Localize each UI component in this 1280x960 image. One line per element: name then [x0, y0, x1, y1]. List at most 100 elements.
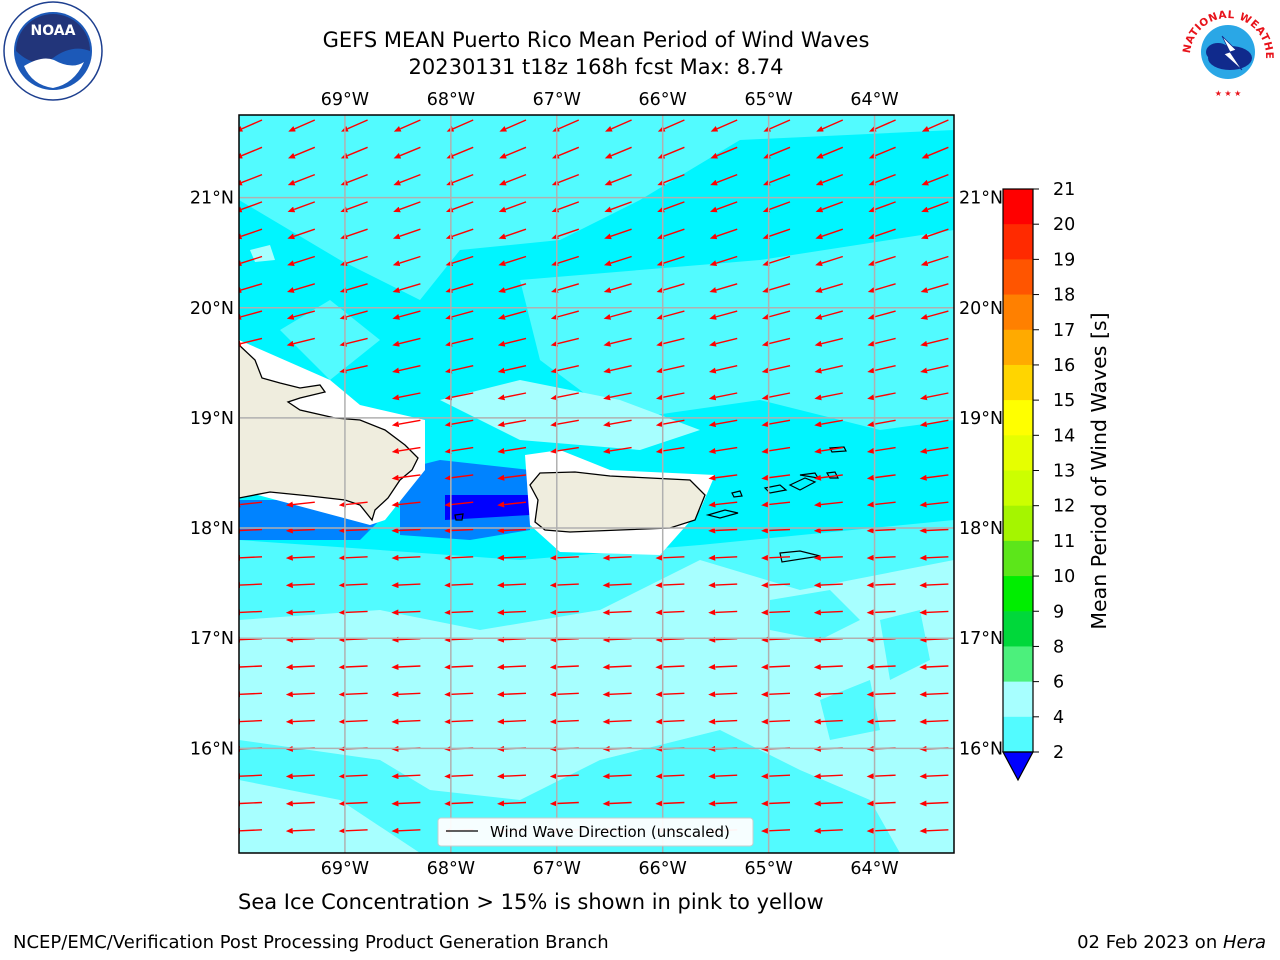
wind-arrow-117 [497, 337, 527, 347]
wind-arrow-241 [866, 609, 896, 616]
wind-arrow-217 [338, 582, 368, 589]
wind-arrow-79 [709, 255, 738, 267]
wind-arrow-109 [814, 310, 843, 320]
wind-arrow-160 [391, 446, 421, 454]
wind-arrow-336 [708, 800, 738, 807]
wind-arrow-137 [920, 365, 949, 374]
wind-arrow-239 [761, 609, 791, 616]
wind-arrow-313 [239, 773, 263, 780]
wind-arrow-208 [602, 554, 632, 561]
wind-arrow-149 [391, 419, 421, 428]
colorbar-segment-3 [1003, 294, 1033, 331]
land-hispaniola [239, 344, 419, 522]
wind-arrow-285 [239, 718, 263, 725]
wind-arrow-218 [391, 582, 421, 589]
wind-arrow-328 [285, 800, 315, 807]
wind-arrow-228 [919, 582, 949, 589]
wind-arrow-165 [655, 446, 685, 454]
wind-arrow-93 [709, 283, 738, 293]
wind-arrow-296 [813, 718, 843, 725]
wind-arrow-147 [867, 392, 896, 401]
wind-arrow-57 [287, 228, 316, 240]
wind-arrow-174 [708, 474, 738, 481]
wind-arrow-339 [866, 800, 896, 807]
wind-arrow-272 [285, 691, 315, 698]
wind-arrow-5 [499, 119, 527, 132]
wind-arrow-159 [919, 419, 949, 428]
footer-date: 02 Feb 2023 on Hera [1077, 932, 1266, 953]
gridlines [239, 115, 954, 853]
wind-arrow-81 [815, 255, 844, 267]
wind-arrow-127 [392, 365, 421, 374]
wind-arrow-64 [656, 228, 685, 240]
wind-arrow-176 [814, 474, 843, 481]
wind-arrow-229 [239, 609, 263, 616]
wind-arrow-88 [445, 283, 474, 293]
lon-label-bottom-3: 66°W [639, 859, 687, 879]
wind-arrow-233 [444, 609, 474, 616]
map-area [239, 115, 954, 853]
colorbar: 21 20 19 18 17 16 15 14 13 12 11 10 9 8 6 4 2 [1001, 180, 1075, 782]
wind-arrow-78 [656, 255, 685, 267]
wind-arrow-24 [763, 146, 791, 159]
wind-arrow-175 [761, 474, 791, 481]
wind-arrow-17 [393, 146, 421, 159]
wind-arrow-62 [551, 228, 580, 240]
colorbar-segment-9 [1003, 505, 1033, 542]
wind-arrow-54 [868, 201, 896, 213]
wind-arrow-314 [285, 773, 315, 780]
wind-arrow-150 [444, 419, 474, 428]
wind-arrow-196 [708, 527, 738, 534]
wind-arrow-4 [446, 119, 474, 132]
wind-arrow-31 [393, 173, 421, 186]
wind-arrow-179 [239, 501, 263, 508]
wind-arrow-141 [550, 392, 579, 401]
wind-arrow-69 [920, 228, 949, 240]
wind-arrow-191 [285, 527, 315, 534]
wind-arrow-269 [866, 664, 896, 670]
wind-arrow-161 [444, 446, 474, 454]
lon-label-bottom-0: 69°W [321, 859, 369, 879]
wind-arrow-225 [761, 582, 791, 589]
wind-arrow-151 [497, 419, 527, 428]
lon-label-top-1: 68°W [427, 90, 475, 110]
wind-arrow-344 [391, 827, 421, 834]
wind-arrow-288 [391, 718, 421, 725]
wind-arrow-44 [340, 201, 368, 213]
wind-arrow-10 [763, 119, 791, 132]
wind-arrow-263 [549, 664, 579, 670]
wind-arrow-266 [708, 664, 738, 670]
wind-arrow-261 [444, 664, 474, 670]
wind-arrow-0 [239, 119, 263, 132]
wind-arrow-59 [392, 228, 421, 240]
wind-arrow-199 [866, 527, 896, 534]
wind-arrow-85 [286, 283, 315, 293]
wind-arrow-6 [552, 119, 580, 132]
sea-ice-note: Sea Ice Concentration > 15% is shown in … [238, 890, 824, 914]
colorbar-tick-label-7: 14 [1053, 426, 1075, 446]
wind-arrow-34 [551, 173, 580, 186]
wind-arrow-195 [497, 527, 527, 534]
colorbar-tick-label-9: 12 [1053, 497, 1075, 517]
wind-arrow-82 [867, 255, 896, 267]
wind-arrow-101 [392, 310, 421, 320]
wind-arrow-130 [550, 365, 579, 374]
wind-arrow-280 [708, 691, 738, 698]
wind-arrow-27 [921, 146, 949, 159]
noaa-logo-icon: NOAA [3, 1, 103, 101]
wind-arrow-129 [497, 365, 527, 374]
lat-label-right-4: 17°N [959, 629, 1003, 649]
wind-arrow-152 [550, 419, 579, 428]
wind-arrow-45 [393, 201, 421, 213]
wind-arrow-35 [604, 173, 632, 186]
wind-arrow-279 [655, 691, 685, 698]
wind-arrow-132 [656, 365, 685, 374]
noaa-logo-text: NOAA [31, 23, 76, 39]
wind-arrow-338 [813, 800, 843, 807]
colorbar-tick-label-3: 18 [1053, 286, 1075, 306]
colorbar-tick-label-8: 13 [1053, 462, 1075, 482]
map-title: GEFS MEAN Puerto Rico Mean Period of Win… [322, 28, 870, 52]
wind-arrow-235 [549, 609, 579, 616]
colorbar-segment-15 [1003, 716, 1033, 753]
wind-arrow-259 [338, 664, 368, 670]
